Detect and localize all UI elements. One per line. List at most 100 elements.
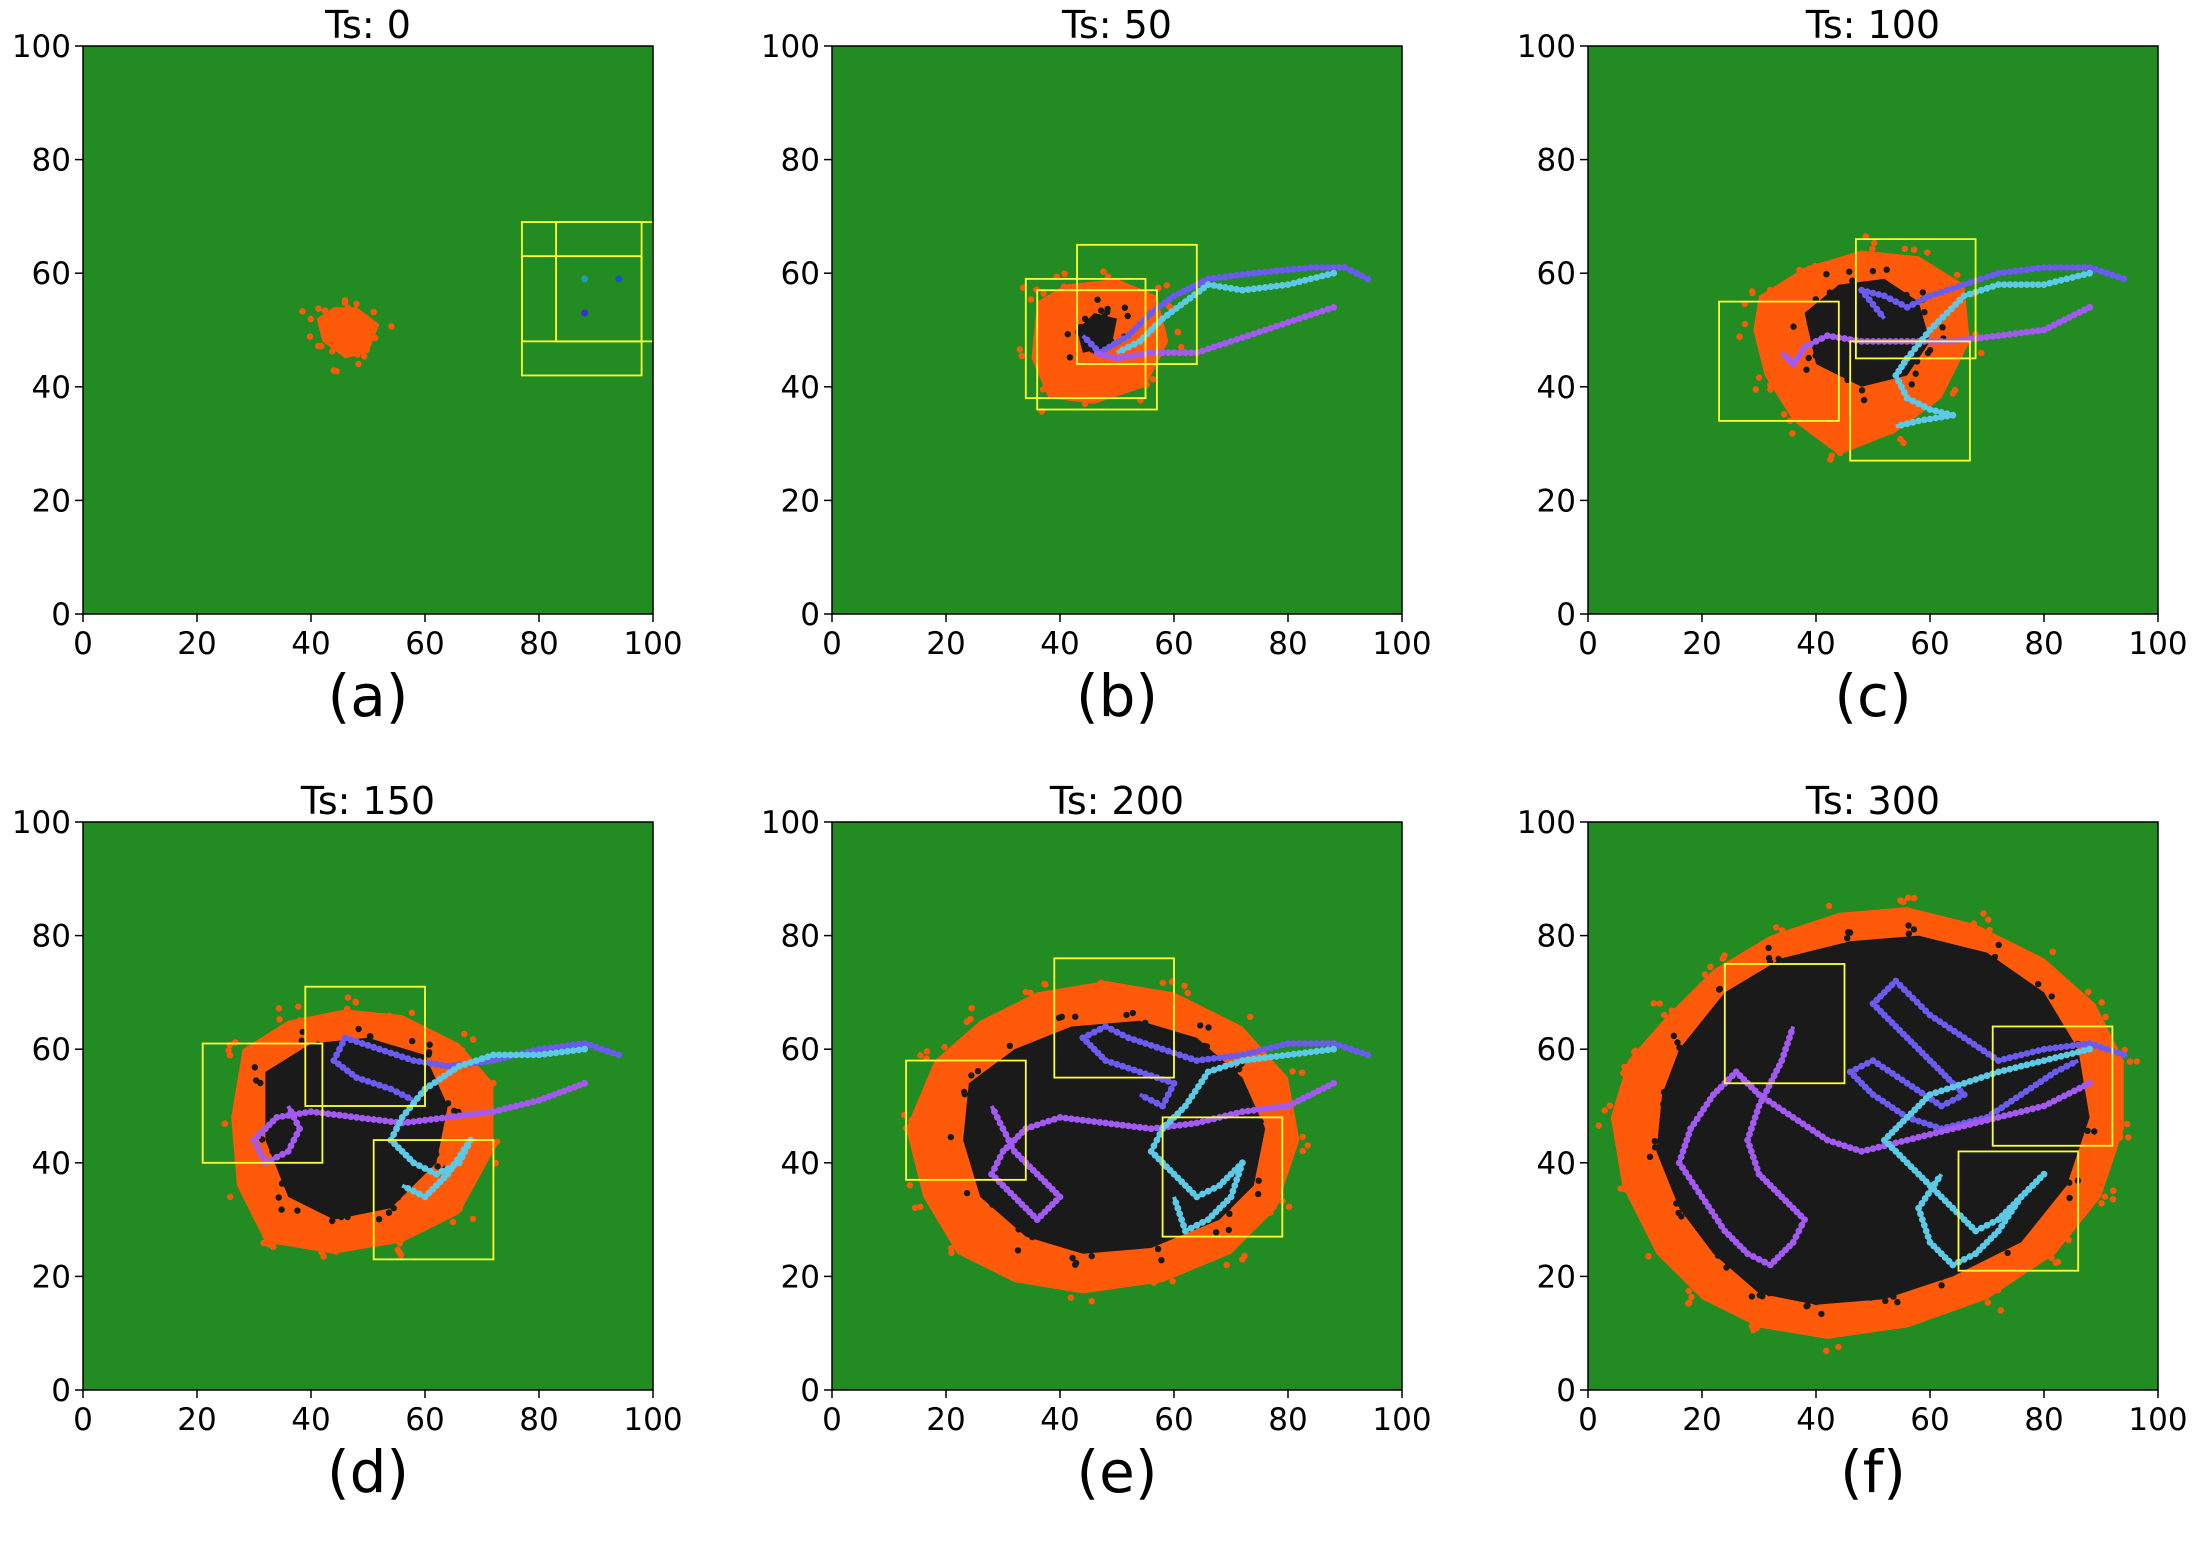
drone-trail-point	[529, 1051, 537, 1059]
fire-front-speck	[1159, 979, 1167, 987]
drone-trail-point	[2069, 1060, 2076, 1067]
drone-trail-point	[1278, 320, 1286, 328]
fire-front-speck	[1823, 1347, 1830, 1355]
chart-title: Ts: 300	[1805, 779, 1940, 823]
burnt-area-speck	[1894, 1298, 1901, 1306]
x-tick-label: 80	[519, 626, 558, 662]
burnt-area-speck	[1670, 1087, 1678, 1094]
sensing-box	[1036, 289, 1158, 411]
burnt-area-speck	[1759, 1293, 1766, 1300]
drone-trail-point	[1267, 324, 1275, 332]
fire-front-speck	[370, 308, 377, 316]
fire-front-speck	[1906, 1313, 1914, 1320]
fire-front-speck	[1606, 1102, 1614, 1109]
drone-trail-point	[2086, 269, 2094, 277]
fire-front-speck	[240, 1118, 247, 1126]
drone-trail-point	[1239, 1051, 1246, 1059]
drone-trail-point	[1233, 271, 1241, 279]
fire-front-speck	[2052, 1259, 2060, 1267]
drone-trail-point	[575, 1046, 583, 1054]
drone-trail-point	[1920, 1221, 1928, 1229]
burnt-area-speck	[2035, 980, 2042, 988]
drone-trail-point	[1267, 268, 1275, 275]
drone-trail-point	[1795, 1227, 1803, 1235]
burnt-area-speck	[1939, 324, 1946, 331]
drone-trail-point	[1926, 326, 1934, 334]
drone-trail-point	[2012, 1064, 2019, 1072]
fire-front-speck	[2031, 963, 2038, 970]
drone-trail-point	[1977, 1224, 1985, 1232]
drone-trail-point	[1829, 333, 1837, 340]
drone-trail-point	[1244, 286, 1252, 293]
y-tick-label: 80	[1537, 919, 1576, 955]
drone-trail-point	[2055, 1095, 2063, 1102]
drone-trail-point	[461, 1060, 469, 1068]
burnt-area-speck	[298, 1037, 305, 1044]
burnt-area-speck	[276, 1145, 283, 1152]
drone-trail-point	[2023, 281, 2031, 288]
drone-trail-point	[1955, 1081, 1962, 1089]
drone-trail-point	[575, 1040, 583, 1048]
drone-trail-point	[455, 1062, 463, 1070]
drone-trail-point	[454, 1156, 461, 1163]
drone-trail-point	[1267, 1044, 1275, 1052]
drone-trail-point	[1307, 1048, 1315, 1056]
drone-trail-point	[1799, 1120, 1807, 1128]
fire-front-speck	[1986, 926, 1993, 934]
drone-trail-point	[1227, 338, 1235, 345]
drone-trail-point	[1125, 343, 1132, 351]
burnt-area-speck	[375, 1216, 383, 1223]
drone-trail-point	[1922, 1227, 1930, 1235]
fire-front-speck	[1721, 952, 1728, 959]
fire-front-speck	[1027, 989, 1034, 996]
drone-trail-point	[1102, 1023, 1109, 1030]
drone-trail-point	[2063, 1062, 2071, 1070]
fire-front-speck	[1862, 233, 1870, 240]
drone-trail-point	[358, 1076, 366, 1083]
drone-trail-point	[1216, 283, 1223, 290]
drone-trail-point	[1693, 1115, 1701, 1123]
drone-trail-point	[1284, 1102, 1292, 1110]
burnt-area-speck	[1659, 1142, 1666, 1149]
burnt-area-speck	[1723, 1264, 1730, 1271]
burnt-area-speck	[1818, 1310, 1825, 1318]
drone-trail-point	[586, 1042, 594, 1049]
drone-trail-point	[1353, 269, 1360, 277]
drone-trail-point	[393, 1125, 400, 1133]
drone-trail-point	[421, 1193, 429, 1201]
burnt-area-speck	[314, 1041, 322, 1048]
drone-trail-point	[1199, 1219, 1206, 1226]
drone-trail-point	[1221, 339, 1229, 347]
fire-front-speck	[1701, 971, 1709, 978]
drone-trail-point	[1188, 1092, 1196, 1100]
burnt-area-speck	[2066, 1194, 2073, 1202]
drone-trail-point	[1296, 1040, 1303, 1047]
fire-front-speck	[2101, 1193, 2109, 1200]
drone-trail-point	[1688, 1178, 1696, 1186]
drone-trail-point	[1261, 1105, 1269, 1113]
burnt-area-speck	[1064, 331, 1072, 338]
drone-trail-point	[1995, 269, 2002, 277]
drone-trail-point	[1995, 1068, 2002, 1076]
drone-trail-point	[1313, 1040, 1320, 1047]
drone-trail-point	[1136, 1038, 1144, 1045]
drone-trail-point	[1330, 1040, 1337, 1047]
drone-trail-point	[1898, 1138, 1905, 1145]
drone-trail-point	[1227, 272, 1235, 280]
burnt-area-speck	[1846, 268, 1853, 275]
drone-trail-point	[1170, 1122, 1178, 1130]
burnt-area-speck	[2019, 1226, 2027, 1233]
drone-trail-point	[267, 1156, 275, 1164]
drone-trail-point	[1092, 345, 1099, 352]
drone-trail-point	[436, 1075, 444, 1083]
fire-front-speck	[333, 308, 340, 315]
drone-trail-point	[1812, 338, 1820, 345]
fire-front-speck	[1924, 249, 1931, 256]
fire-front-speck	[908, 1117, 915, 1124]
drone-trail-point	[1804, 1123, 1812, 1131]
fire-front-speck	[1100, 268, 1107, 275]
drone-trail-point	[1972, 1250, 1979, 1258]
drone-trail-point	[2012, 1052, 2019, 1060]
drone-trail-point	[2052, 1054, 2059, 1062]
fire-front-speck	[1231, 1026, 1239, 1033]
